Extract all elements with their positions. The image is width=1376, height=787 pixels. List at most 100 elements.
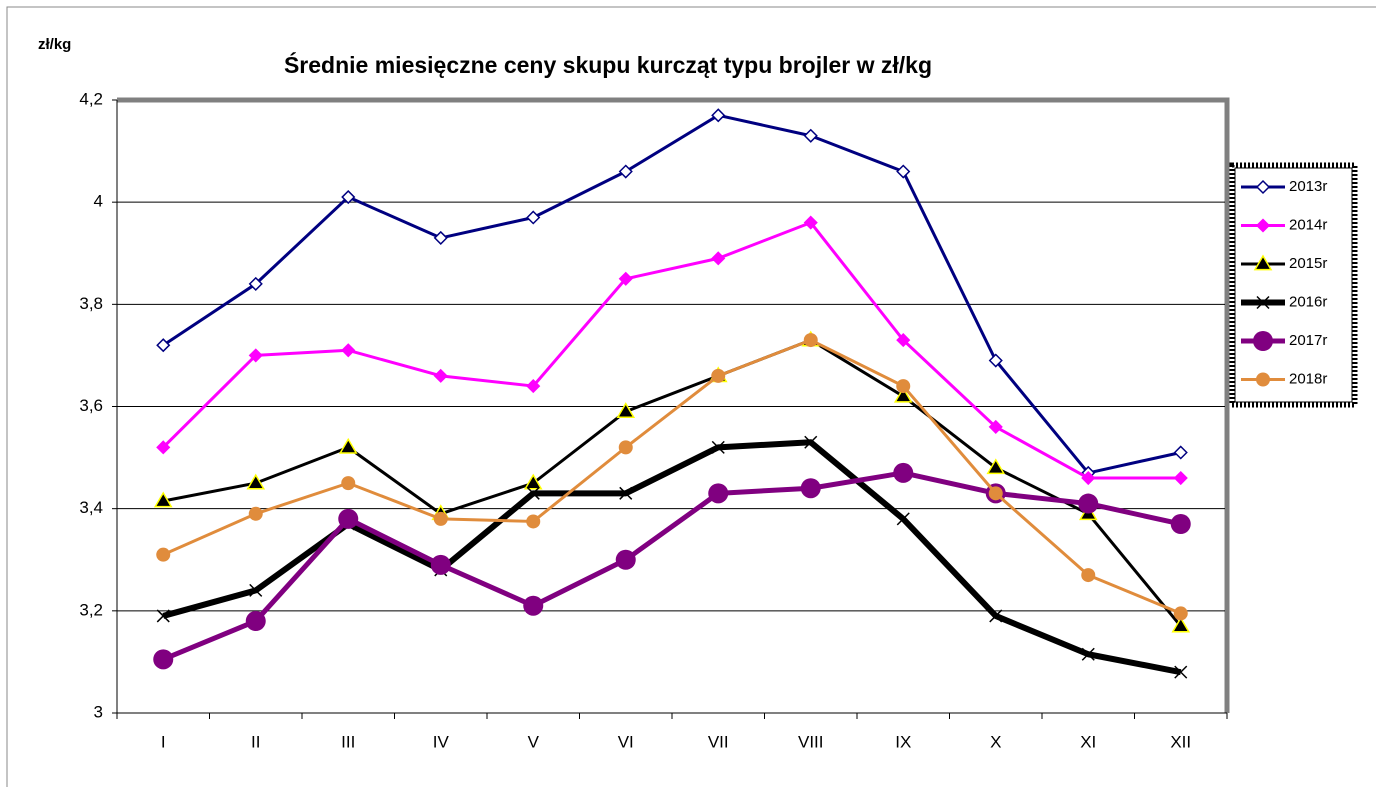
marker <box>248 348 263 363</box>
marker <box>1171 616 1191 633</box>
legend-label: 2018r <box>1289 370 1327 387</box>
marker <box>433 511 448 526</box>
x-tick-label: X <box>990 732 1001 751</box>
marker <box>988 486 1003 501</box>
marker <box>1081 568 1096 583</box>
marker <box>246 473 266 490</box>
x-tick-label: I <box>161 732 166 751</box>
marker <box>711 368 726 383</box>
legend-inner <box>1234 167 1353 403</box>
legend-marker <box>1253 331 1273 351</box>
x-tick-label: IX <box>895 732 911 751</box>
chart-frame <box>6 6 1376 787</box>
series-line <box>162 113 1182 475</box>
marker <box>615 549 636 570</box>
marker <box>804 435 818 449</box>
marker <box>153 491 173 508</box>
y-tick-label: 3 <box>94 702 103 721</box>
legend-marker <box>1253 254 1273 271</box>
legend-marker <box>1255 179 1271 195</box>
legend-marker <box>1256 372 1270 387</box>
marker <box>341 476 356 491</box>
marker <box>803 128 818 143</box>
marker <box>523 473 543 490</box>
marker <box>526 514 541 529</box>
marker <box>526 210 541 225</box>
x-tick-label: II <box>251 732 260 751</box>
legend-marker <box>1255 218 1271 233</box>
y-tick-label: 3,4 <box>79 498 103 517</box>
marker <box>1078 493 1099 514</box>
marker <box>986 458 1006 475</box>
y-tick-label: 4 <box>94 192 103 211</box>
series-line <box>162 338 1182 615</box>
marker <box>800 478 821 499</box>
marker <box>156 440 171 455</box>
x-tick-label: III <box>341 732 355 751</box>
marker <box>526 379 541 394</box>
marker <box>893 462 914 483</box>
legend-label: 2016r <box>1289 293 1327 310</box>
marker <box>1170 513 1191 534</box>
marker <box>896 333 911 348</box>
marker <box>896 512 910 526</box>
marker <box>803 215 818 230</box>
y-tick-label: 4,2 <box>79 89 103 108</box>
x-tick-label: XI <box>1080 732 1096 751</box>
marker <box>618 164 633 179</box>
x-tick-label: VI <box>618 732 634 751</box>
marker <box>711 251 726 266</box>
marker <box>1173 445 1188 460</box>
marker <box>341 343 356 358</box>
marker <box>989 609 1003 623</box>
marker <box>523 595 544 616</box>
marker <box>338 508 359 529</box>
marker <box>1081 647 1095 661</box>
marker <box>338 437 358 454</box>
marker <box>711 108 726 123</box>
legend-label: 2013r <box>1289 178 1327 195</box>
marker <box>248 506 263 521</box>
marker <box>153 649 174 670</box>
legend-label: 2017r <box>1289 332 1327 349</box>
legend-label: 2014r <box>1289 216 1327 233</box>
marker <box>430 554 451 575</box>
marker <box>711 440 725 454</box>
marker <box>341 189 356 205</box>
x-tick-label: IV <box>433 732 450 751</box>
marker <box>1173 606 1188 621</box>
marker <box>618 271 633 286</box>
marker <box>619 486 633 500</box>
marker <box>988 419 1003 434</box>
x-tick-label: XII <box>1170 732 1191 751</box>
series-line <box>162 338 1182 628</box>
x-tick-label: V <box>528 732 540 751</box>
marker <box>896 164 911 179</box>
marker <box>156 547 171 562</box>
marker <box>156 338 171 353</box>
plot-border <box>117 97 1230 713</box>
marker <box>526 486 540 500</box>
x-tick-label: VII <box>708 732 729 751</box>
marker <box>433 230 448 245</box>
marker <box>433 368 448 383</box>
marker <box>1174 665 1188 679</box>
series-line <box>162 470 1182 662</box>
chart-title: Średnie miesięczne ceny skupu kurcząt ty… <box>284 51 932 78</box>
legend-label: 2015r <box>1289 255 1327 272</box>
marker <box>988 353 1003 368</box>
series-line <box>162 221 1181 480</box>
y-tick-label: 3,8 <box>79 294 103 313</box>
y-tick-label: 3,2 <box>79 600 103 619</box>
marker <box>618 440 633 455</box>
marker <box>156 609 170 623</box>
y-tick-label: 3,6 <box>79 396 103 415</box>
y-axis-label: zł/kg <box>38 36 71 53</box>
marker <box>1081 470 1096 486</box>
marker <box>803 333 818 348</box>
marker <box>1173 470 1188 486</box>
marker <box>896 379 911 394</box>
x-tick-label: VIII <box>798 732 824 751</box>
marker <box>248 276 263 291</box>
